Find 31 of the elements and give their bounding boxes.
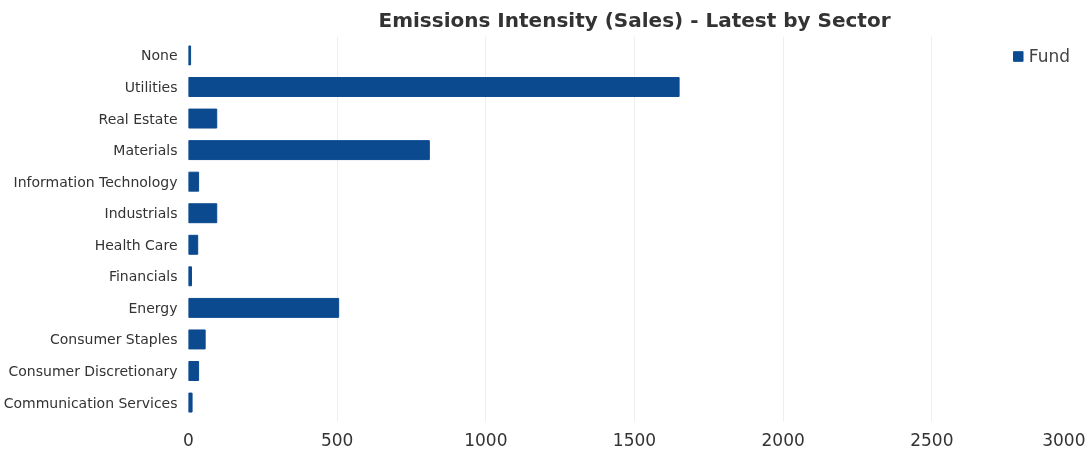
x-tick-label: 0	[183, 429, 194, 450]
x-tick-label: 2500	[910, 429, 954, 450]
y-tick-label: Energy	[128, 299, 178, 316]
y-tick-label: Consumer Discretionary	[8, 363, 178, 380]
chart-title: Emissions Intensity (Sales) - Latest by Sector	[378, 7, 891, 32]
y-tick-label: Industrials	[104, 205, 178, 222]
x-tick-label: 3000	[1042, 429, 1086, 450]
x-tick-label: 1000	[464, 429, 508, 450]
y-tick-label: Communication Services	[3, 394, 178, 411]
bar	[188, 140, 430, 161]
bar	[188, 361, 200, 381]
bar	[188, 203, 218, 224]
bar	[188, 234, 199, 255]
bar	[188, 108, 218, 129]
x-tick-label: 2000	[761, 429, 805, 450]
bar	[188, 171, 200, 192]
y-tick-label: Materials	[113, 142, 178, 159]
y-tick-label: Consumer Staples	[50, 331, 178, 348]
y-tick-label: None	[140, 47, 178, 64]
x-tick-label: 1500	[612, 429, 657, 450]
y-tick-label: Health Care	[94, 236, 178, 253]
bar	[188, 329, 206, 350]
y-tick-label: Financials	[108, 268, 178, 285]
y-tick-label: Utilities	[124, 78, 178, 95]
x-tick-label: 500	[320, 429, 354, 450]
bar	[188, 77, 680, 97]
y-tick-label: Information Technology	[13, 173, 178, 190]
bar	[188, 392, 193, 413]
legend-label: Fund	[1028, 46, 1070, 66]
y-tick-label: Real Estate	[98, 110, 178, 127]
bar	[188, 297, 340, 318]
